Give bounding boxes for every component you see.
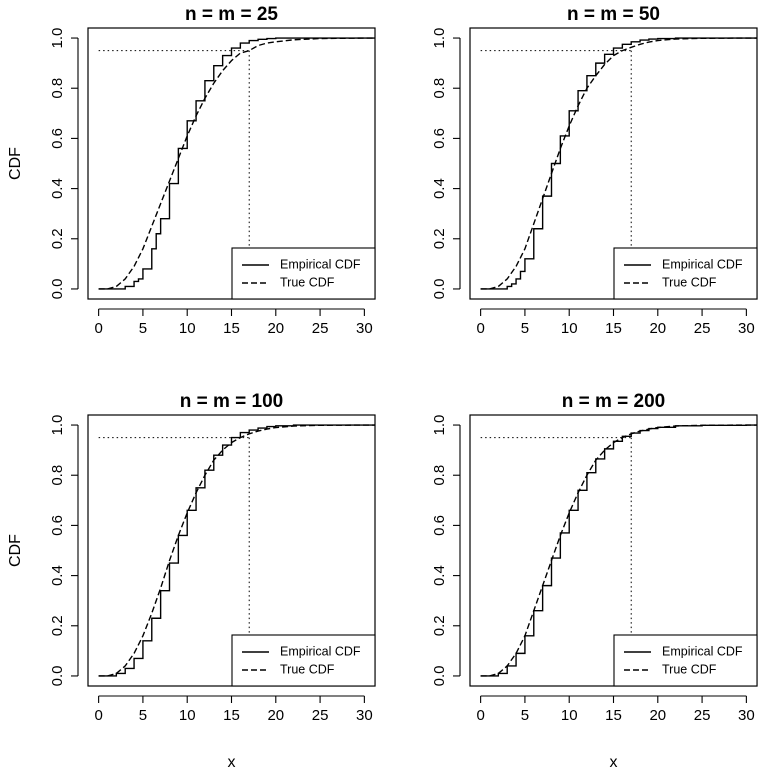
x-tick-label: 20 <box>267 707 284 724</box>
y-tick-label: 0.4 <box>431 178 448 199</box>
panel-2: n = m = 50 0 5 10 15 20 25 30 0.0 0.2 0.4 0.6 0.8 1.0… <box>431 4 758 337</box>
y-tick-label: 0.4 <box>49 565 66 586</box>
x-tick-label: 5 <box>139 320 147 337</box>
x-axis-label: x <box>228 754 236 771</box>
legend-label: True CDF <box>280 662 335 676</box>
true-cdf-line <box>480 424 757 677</box>
y-axis-label: CDF <box>7 147 24 180</box>
legend-label: True CDF <box>662 275 717 289</box>
x-tick-label: 30 <box>356 707 373 724</box>
y-tick-label: 0.0 <box>49 279 66 300</box>
y-tick-label: 0.0 <box>431 279 448 300</box>
legend-label: True CDF <box>280 275 335 289</box>
legend-box <box>231 247 376 300</box>
legend-label: Empirical CDF <box>662 644 743 658</box>
x-tick-label: 25 <box>694 707 711 724</box>
panel-3: n = m = 100 0 5 10 15 20 25 30 0.0 0.2 0.4 0.6 0.8 1.… <box>7 391 376 771</box>
x-tick-label: 25 <box>312 707 329 724</box>
x-tick-label: 10 <box>561 707 578 724</box>
y-tick-label: 0.2 <box>49 615 66 636</box>
y-tick-label: 0.8 <box>49 78 66 99</box>
x-tick-label: 25 <box>694 320 711 337</box>
y-tick-label: 0.6 <box>431 515 448 536</box>
x-tick-label: 10 <box>179 320 196 337</box>
x-tick-label: 30 <box>356 320 373 337</box>
y-tick-label: 0.6 <box>431 128 448 149</box>
x-tick-label: 20 <box>267 320 284 337</box>
legend-label: Empirical CDF <box>662 257 743 271</box>
y-tick-label: 0.2 <box>431 228 448 249</box>
y-tick-label: 0.8 <box>49 465 66 486</box>
panel-title: n = m = 100 <box>180 391 284 412</box>
legend-label: Empirical CDF <box>280 644 361 658</box>
x-tick-label: 0 <box>476 707 484 724</box>
panel-title: n = m = 200 <box>562 391 666 412</box>
x-tick-label: 15 <box>223 320 240 337</box>
y-tick-label: 1.0 <box>49 415 66 436</box>
y-tick-label: 0.6 <box>49 128 66 149</box>
x-tick-label: 0 <box>476 320 484 337</box>
panel-title: n = m = 25 <box>185 4 278 25</box>
legend: Empirical CDF True CDF <box>613 247 758 300</box>
legend-box <box>613 634 758 687</box>
y-tick-label: 0.8 <box>431 465 448 486</box>
y-tick-label: 0.4 <box>431 565 448 586</box>
empirical-cdf-line <box>98 424 375 677</box>
panel-title: n = m = 50 <box>567 4 660 25</box>
y-tick-label: 0.0 <box>431 666 448 687</box>
x-tick-label: 0 <box>94 707 102 724</box>
x-tick-label: 5 <box>521 320 529 337</box>
x-tick-label: 15 <box>605 320 622 337</box>
true-cdf-line <box>98 37 375 290</box>
y-tick-label: 0.0 <box>49 666 66 687</box>
legend-label: True CDF <box>662 662 717 676</box>
x-tick-label: 25 <box>312 320 329 337</box>
panel-4: n = m = 200 0 5 10 15 20 25 30 0.0 0.2 0.4 0.6 0.8 1.… <box>431 391 758 771</box>
legend-label: Empirical CDF <box>280 257 361 271</box>
x-tick-label: 5 <box>139 707 147 724</box>
x-tick-label: 30 <box>738 707 755 724</box>
y-tick-label: 0.2 <box>49 228 66 249</box>
y-tick-label: 0.6 <box>49 515 66 536</box>
true-cdf-line <box>98 424 375 677</box>
x-tick-label: 10 <box>179 707 196 724</box>
x-tick-label: 15 <box>223 707 240 724</box>
x-tick-label: 5 <box>521 707 529 724</box>
legend-box <box>231 634 376 687</box>
x-tick-label: 10 <box>561 320 578 337</box>
x-tick-label: 20 <box>649 320 666 337</box>
y-tick-label: 1.0 <box>431 415 448 436</box>
y-tick-label: 0.4 <box>49 178 66 199</box>
legend: Empirical CDF True CDF <box>231 634 376 687</box>
y-tick-label: 0.2 <box>431 615 448 636</box>
y-axis-label: CDF <box>7 534 24 567</box>
panel-1: n = m = 25 0 5 10 15 20 25 30 0.0 0.2 0.4 0.6 0.8 1.0… <box>7 4 376 337</box>
x-tick-label: 15 <box>605 707 622 724</box>
x-axis-label: x <box>610 754 618 771</box>
y-tick-label: 1.0 <box>431 28 448 49</box>
legend: Empirical CDF True CDF <box>613 634 758 687</box>
x-tick-label: 0 <box>94 320 102 337</box>
y-tick-label: 0.8 <box>431 78 448 99</box>
legend: Empirical CDF True CDF <box>231 247 376 300</box>
x-tick-label: 30 <box>738 320 755 337</box>
true-cdf-line <box>480 37 757 290</box>
empirical-cdf-line <box>98 37 375 290</box>
x-tick-label: 20 <box>649 707 666 724</box>
legend-box <box>613 247 758 300</box>
y-tick-label: 1.0 <box>49 28 66 49</box>
empirical-cdf-line <box>480 37 757 290</box>
